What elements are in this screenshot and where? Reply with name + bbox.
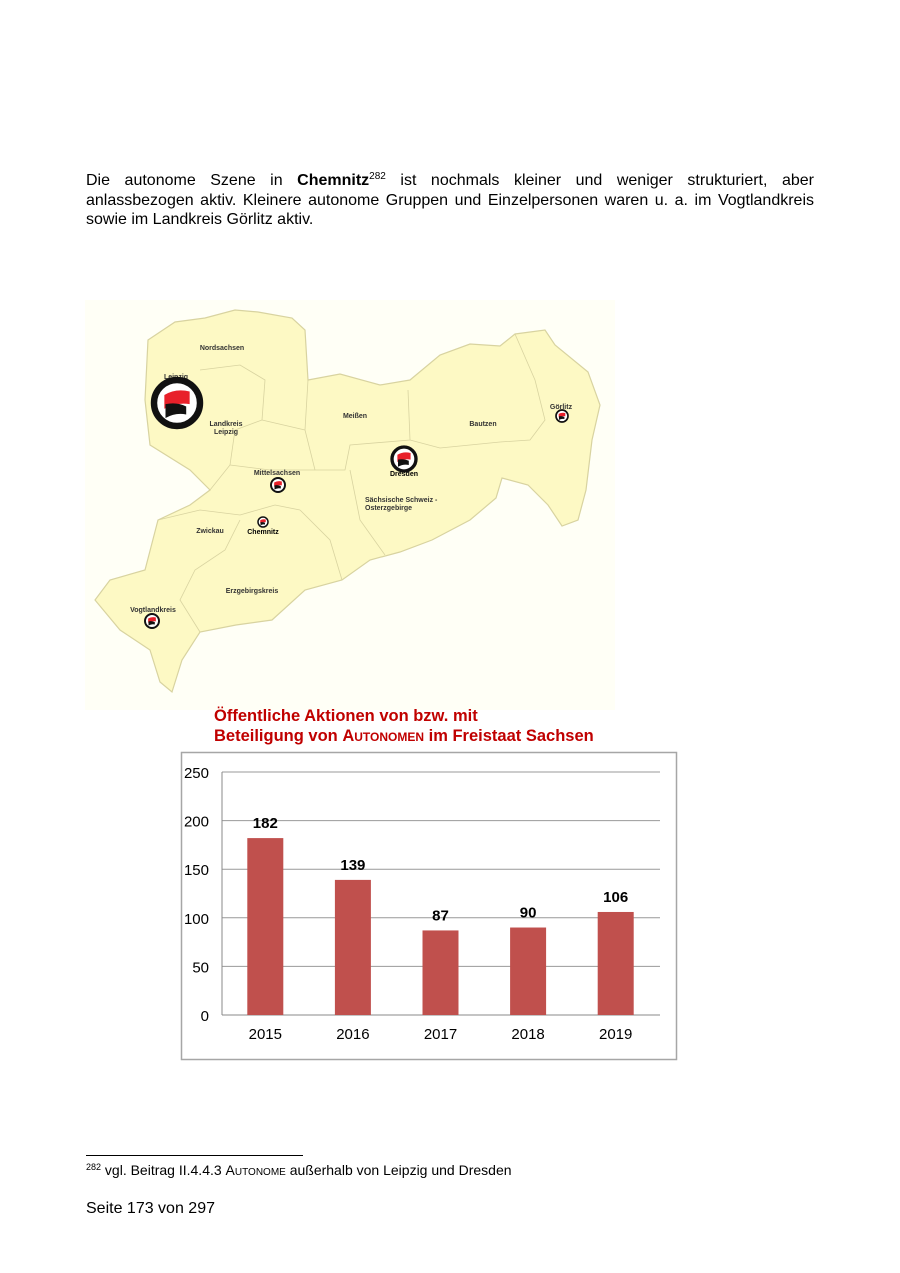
body-paragraph: Die autonome Szene in Chemnitz282 ist no… — [86, 171, 814, 230]
data-label: 87 — [432, 907, 449, 924]
chart-title: Öffentliche Aktionen von bzw. mit Beteil… — [214, 707, 594, 746]
footnote: 282 vgl. Beitrag II.4.4.3 Autonome außer… — [86, 1162, 512, 1178]
y-tick-label: 50 — [192, 959, 209, 976]
data-label: 106 — [603, 889, 628, 906]
data-label: 182 — [253, 815, 278, 832]
antifa-flag-icon — [390, 445, 418, 473]
antifa-flag-icon — [270, 477, 286, 493]
x-tick-label: 2018 — [511, 1026, 544, 1043]
antifa-flag-icon — [144, 613, 160, 629]
paragraph-text: ist nochmals kleiner und weniger struktu… — [86, 172, 814, 228]
label-nordsachsen: Nordsachsen — [200, 345, 244, 352]
antifa-flag-icon — [555, 409, 569, 423]
bar-2018 — [510, 927, 547, 1015]
label-landkreis-leipzig: Landkreis — [209, 421, 242, 428]
label-mittelsachsen: Mittelsachsen — [254, 470, 300, 477]
label-goerlitz: Görlitz — [550, 404, 573, 411]
footnote-text: Autonome — [225, 1162, 286, 1178]
page-number: Seite 173 von 297 — [86, 1200, 215, 1217]
x-tick-label: 2016 — [336, 1026, 369, 1043]
y-tick-label: 100 — [184, 911, 209, 928]
y-tick-label: 0 — [201, 1008, 209, 1025]
footnote-text: außerhalb von Leipzig und Dresden — [285, 1162, 512, 1178]
footnote-number: 282 — [86, 1162, 102, 1172]
district-borders — [157, 333, 546, 633]
label-erzgebirgskreis: Erzgebirgskreis — [226, 588, 279, 595]
bar-2019 — [597, 911, 634, 1015]
chart-title-line: Beteiligung von Autonomen im Freistaat S… — [214, 727, 594, 747]
label-zwickau: Zwickau — [196, 528, 224, 535]
chart-frame — [180, 751, 678, 1061]
x-tick-label: 2019 — [599, 1026, 632, 1043]
label-vogtlandkreis: Vogtlandkreis — [130, 607, 176, 614]
title-text: Autonomen — [342, 726, 425, 745]
antifa-flag-icon — [150, 376, 204, 430]
y-tick-label: 150 — [184, 862, 209, 879]
x-tick-label: 2017 — [424, 1026, 457, 1043]
title-text: im Freistaat Sachsen — [424, 726, 594, 745]
data-label: 90 — [520, 905, 537, 922]
saxony-map: Nordsachsen Leipzig Landkreis Leipzig Me… — [85, 300, 615, 710]
label-meissen: Meißen — [343, 413, 367, 420]
label-dresden: Dresden — [390, 471, 418, 478]
footnote-ref[interactable]: 282 — [369, 171, 386, 182]
x-tick-label: 2015 — [249, 1026, 282, 1043]
data-label: 139 — [340, 857, 365, 874]
label-saechsische-schweiz: Sächsische Schweiz - — [365, 497, 438, 504]
bar-2016 — [334, 879, 371, 1015]
bar-2015 — [247, 838, 284, 1015]
city-name: Chemnitz — [297, 172, 370, 189]
title-text: Beteiligung von — [214, 726, 343, 745]
footnote-divider — [86, 1155, 303, 1156]
antifa-flag-icon — [257, 516, 269, 528]
label-chemnitz: Chemnitz — [247, 529, 279, 536]
footnote-text: vgl. Beitrag II.4.4.3 — [101, 1162, 226, 1178]
chart-title-line: Öffentliche Aktionen von bzw. mit — [214, 707, 478, 725]
saxony-outline — [94, 309, 601, 694]
y-tick-label: 200 — [184, 814, 209, 831]
label-bautzen: Bautzen — [469, 421, 496, 428]
map-labels: Nordsachsen Leipzig Landkreis Leipzig Me… — [130, 345, 572, 614]
paragraph-text: Die autonome Szene in — [86, 172, 298, 189]
bar-2017 — [422, 930, 459, 1015]
label-landkreis-leipzig: Leipzig — [214, 429, 238, 436]
label-osterzgebirge: Osterzgebirge — [365, 505, 412, 512]
y-tick-label: 250 — [184, 765, 209, 782]
